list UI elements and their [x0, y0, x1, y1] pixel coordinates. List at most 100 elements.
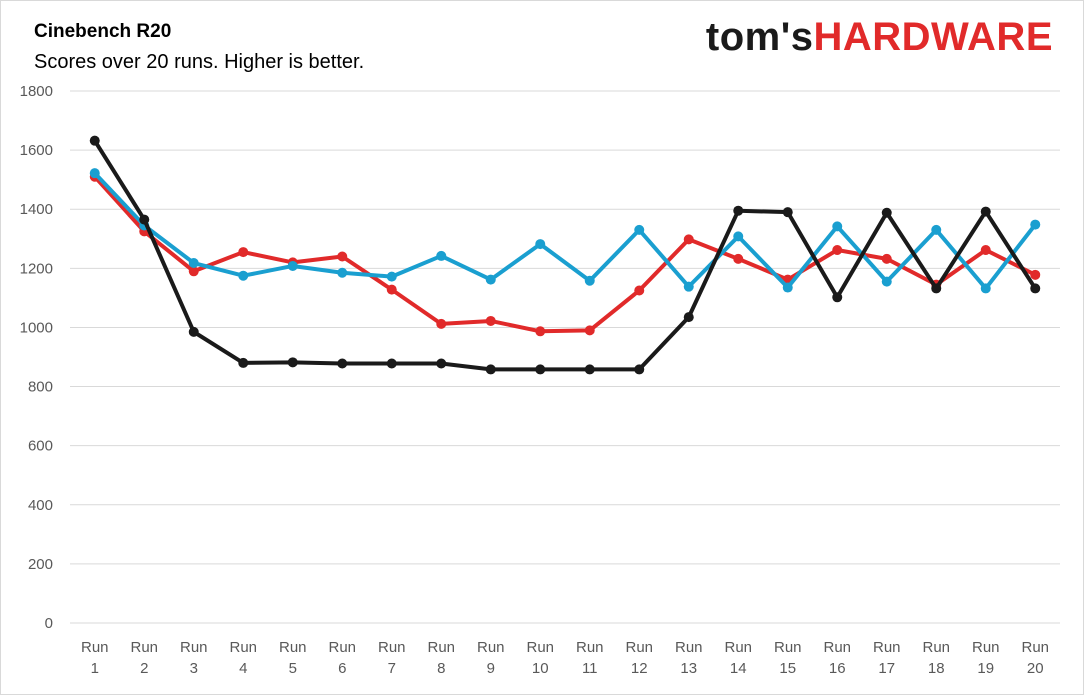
- series-3-point: [733, 205, 744, 216]
- series-3-point: [337, 358, 348, 369]
- series-1-point: [584, 325, 595, 336]
- series-2-point: [782, 282, 793, 293]
- x-tick-label: Run 3: [180, 639, 208, 677]
- series-3-point: [188, 326, 199, 337]
- series-1-point: [980, 245, 991, 256]
- series-1-point: [832, 245, 843, 256]
- series-3-point: [535, 364, 546, 375]
- series-2-point: [634, 224, 645, 235]
- series-2-point: [188, 258, 199, 269]
- series-1-line: [92, 174, 1038, 334]
- series-3-point: [980, 206, 991, 217]
- series-2-line: [92, 171, 1038, 291]
- brand-logo: tom'sHARDWARE: [706, 17, 1053, 57]
- series-1-point: [1030, 269, 1041, 280]
- y-tick-label: 200: [28, 556, 53, 573]
- y-tick-label: 1800: [20, 83, 53, 100]
- series-2-point: [931, 224, 942, 235]
- series-2-point: [683, 281, 694, 292]
- series-3-point: [139, 214, 150, 225]
- x-tick-label: Run 19: [972, 639, 1000, 677]
- series-3-point: [683, 312, 694, 323]
- series-2-point: [733, 231, 744, 242]
- y-tick-label: 600: [28, 438, 53, 455]
- x-tick-label: Run 4: [229, 639, 257, 677]
- series-1-point: [238, 247, 249, 258]
- series-1-point: [535, 326, 546, 337]
- x-tick-label: Run 10: [526, 639, 554, 677]
- chart-subtitle: Scores over 20 runs. Higher is better.: [34, 51, 365, 73]
- x-tick-label: Run 8: [427, 639, 455, 677]
- series-3-point: [634, 364, 645, 375]
- y-tick-label: 800: [28, 379, 53, 396]
- x-tick-label: Run 20: [1021, 639, 1049, 677]
- series-1-point: [634, 285, 645, 296]
- series-2-point: [980, 283, 991, 294]
- x-tick-label: Run 7: [378, 639, 406, 677]
- y-tick-label: 1400: [20, 201, 53, 218]
- series-2-point: [881, 276, 892, 287]
- x-tick-label: Run 1: [81, 639, 109, 677]
- x-tick-label: Run 15: [774, 639, 802, 677]
- series-3-point: [89, 135, 100, 146]
- series-1-point: [386, 284, 397, 295]
- y-tick-label: 1600: [20, 142, 53, 159]
- series-2-point: [436, 250, 447, 261]
- series-3-point: [931, 283, 942, 294]
- series-3-point: [386, 358, 397, 369]
- series-3-line: [92, 138, 1038, 372]
- series-3-point: [287, 357, 298, 368]
- x-tick-label: Run 12: [625, 639, 653, 677]
- y-tick-label: 0: [45, 615, 53, 632]
- series-1-point: [188, 266, 199, 277]
- y-tick-label: 1000: [20, 319, 53, 336]
- series-2-point: [535, 239, 546, 250]
- series-1: [89, 171, 1041, 337]
- series-1-point: [337, 251, 348, 262]
- series-1-point: [683, 234, 694, 245]
- series-2-point: [386, 271, 397, 282]
- series-1-point: [881, 253, 892, 264]
- series-3-point: [782, 207, 793, 218]
- series-3-point: [881, 207, 892, 218]
- y-tick-label: 1200: [20, 260, 53, 277]
- x-tick-label: Run 11: [576, 639, 604, 677]
- brand-logo-part2: HARDWARE: [813, 15, 1053, 59]
- series-1-point: [733, 253, 744, 264]
- series-2-point: [1030, 219, 1041, 230]
- x-tick-label: Run 2: [130, 639, 158, 677]
- series-3-point: [1030, 283, 1041, 294]
- series-1-point: [436, 318, 447, 329]
- series-3-point: [238, 357, 249, 368]
- series-1-point: [485, 315, 496, 326]
- y-axis-tick-labels: 0 200 400 600 800 1000 1200 1400 1600 1800: [20, 83, 53, 632]
- x-tick-label: Run 6: [328, 639, 356, 677]
- x-tick-label: Run 16: [823, 639, 851, 677]
- x-tick-label: Run 9: [477, 639, 505, 677]
- chart-title: Cinebench R20: [34, 21, 172, 42]
- series-2-point: [337, 267, 348, 278]
- grid-lines: [70, 90, 1060, 624]
- series-3-point: [436, 358, 447, 369]
- series-lines: [89, 135, 1041, 375]
- x-tick-label: Run 18: [922, 639, 950, 677]
- y-tick-label: 400: [28, 497, 53, 514]
- series-2-point: [238, 270, 249, 281]
- series-3-point: [832, 292, 843, 303]
- brand-logo-part1: tom's: [705, 15, 814, 59]
- series-2-point: [584, 275, 595, 286]
- series-3: [89, 135, 1041, 375]
- x-tick-label: Run 14: [724, 639, 752, 677]
- series-2-point: [287, 260, 298, 271]
- x-tick-label: Run 13: [675, 639, 703, 677]
- series-3-point: [485, 364, 496, 375]
- series-2-point: [485, 274, 496, 285]
- x-tick-label: Run 5: [279, 639, 307, 677]
- x-tick-label: Run 17: [873, 639, 901, 677]
- series-2-point: [832, 221, 843, 232]
- series-2-point: [89, 168, 100, 179]
- x-axis-tick-labels: Run 1 Run 2 Run 3 Run 4 Run 5 Run 6 Run 7 Run 8 Run 9 Run 1…: [81, 639, 1049, 677]
- series-3-point: [584, 364, 595, 375]
